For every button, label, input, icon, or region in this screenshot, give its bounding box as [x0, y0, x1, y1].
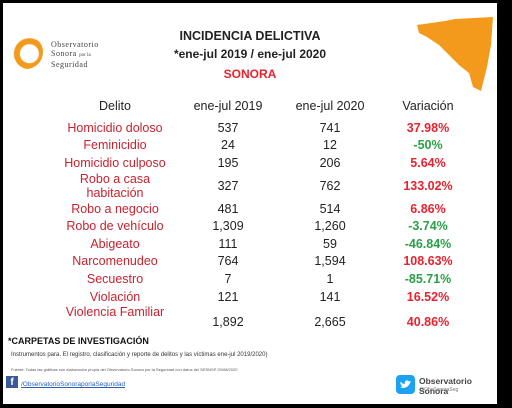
- crime-label: Robo a negocio: [71, 201, 159, 216]
- sonora-map-icon: [417, 17, 493, 91]
- twitter-icon[interactable]: [396, 375, 415, 394]
- change-value: -3.74%: [408, 219, 448, 234]
- crime-label: Abigeato: [90, 236, 140, 251]
- table-row: Robo a casa habitación 327 762 133.02%: [51, 172, 473, 200]
- table-row: Violencia Familiar 1,892 2,665 40.86%: [51, 305, 473, 329]
- table-row: Narcomenudeo 764 1,594 108.63%: [51, 253, 473, 271]
- change-value: -50%: [413, 138, 443, 153]
- change-value: 37.98%: [406, 120, 450, 135]
- table-row: Feminicidio 24 12 -50%: [51, 137, 473, 155]
- value-2019: 195: [217, 155, 239, 170]
- crime-label: Feminicidio: [83, 138, 147, 153]
- state-name: SONORA: [223, 67, 277, 81]
- col-header-2019: ene-jul 2019: [193, 99, 263, 113]
- change-value: -85.71%: [404, 271, 452, 286]
- crime-label: Violación: [89, 289, 141, 304]
- change-value: 6.86%: [410, 201, 446, 216]
- change-value: 40.86%: [406, 315, 450, 330]
- value-2019: 481: [217, 201, 239, 216]
- table-row: Robo a negocio 481 514 6.86%: [51, 200, 473, 218]
- value-2020: 1,260: [314, 219, 346, 234]
- value-2020: 514: [319, 201, 341, 216]
- table-header-row: Delito ene-jul 2019 ene-jul 2020 Variaci…: [51, 99, 473, 119]
- table-row: Abigeato 111 59 -46.84%: [51, 235, 473, 253]
- logo-wordmark: Observatorio Sonora por la Seguridad: [51, 40, 99, 69]
- facebook-link[interactable]: /ObservatorioSonoraporlaSeguridad: [21, 381, 126, 388]
- crime-label: Robo a casa habitación: [79, 171, 151, 200]
- col-header-2020: ene-jul 2020: [295, 99, 365, 113]
- table-row: Homicidio culposo 195 206 5.64%: [51, 154, 473, 172]
- value-2019: 537: [217, 120, 239, 135]
- table-row: Secuestro 7 1 -85.71%: [51, 270, 473, 288]
- crime-label: Secuestro: [86, 271, 144, 286]
- change-value: 16.52%: [406, 289, 450, 304]
- value-2020: 141: [319, 289, 341, 304]
- value-2020: 1,594: [314, 254, 346, 269]
- crime-label: Violencia Familiar: [65, 305, 165, 320]
- crime-table: Delito ene-jul 2019 ene-jul 2020 Variaci…: [51, 99, 473, 329]
- value-2019: 121: [217, 289, 239, 304]
- value-2020: 206: [319, 155, 341, 170]
- col-header-change: Variación: [402, 99, 454, 113]
- change-value: 133.02%: [403, 178, 453, 193]
- value-2019: 1,309: [212, 219, 244, 234]
- table-row: Violación 121 141 16.52%: [51, 288, 473, 306]
- change-value: 108.63%: [403, 254, 453, 269]
- value-2019: 7: [224, 271, 232, 286]
- crime-label: Homicidio culposo: [64, 155, 166, 170]
- period-subtitle: *ene-jul 2019 / ene-jul 2020: [173, 47, 327, 61]
- value-2020: 741: [319, 120, 341, 135]
- change-value: 5.64%: [410, 155, 446, 170]
- value-2020: 12: [323, 138, 337, 153]
- value-2020: 762: [319, 178, 341, 193]
- change-value: -46.84%: [404, 236, 452, 251]
- notes-source: Fuente: Todas las gráficas son elaboraci…: [11, 367, 238, 372]
- infographic-card: Observatorio Sonora por la Seguridad INC…: [3, 3, 497, 404]
- crime-label: Narcomenudeo: [72, 254, 158, 269]
- value-2019: 764: [217, 254, 239, 269]
- notes-instruments: Instrumentos para. El registro, clasific…: [11, 352, 268, 358]
- col-header-crime: Delito: [99, 99, 131, 113]
- value-2020: 2,665: [314, 315, 346, 330]
- logo-ring-icon: [9, 35, 43, 69]
- notes-title: *CARPETAS DE INVESTIGACIÓN: [8, 336, 149, 346]
- value-2020: 59: [323, 236, 337, 251]
- table-row: Robo de vehículo 1,309 1,260 -3.74%: [51, 217, 473, 235]
- observatorio-logo: Observatorio Sonora por la Seguridad: [9, 33, 129, 83]
- twitter-handle[interactable]: @ObsSonoraSeg: [419, 387, 459, 393]
- crime-label: Robo de vehículo: [66, 219, 164, 234]
- value-2019: 24: [221, 138, 235, 153]
- value-2019: 111: [218, 236, 238, 251]
- facebook-icon[interactable]: f: [6, 376, 18, 388]
- twitter-account-name[interactable]: Observatorio Sonora: [419, 376, 472, 396]
- value-2020: 1: [326, 271, 334, 286]
- table-row: Homicidio doloso 537 741 37.98%: [51, 119, 473, 137]
- value-2019: 327: [217, 178, 239, 193]
- value-2019: 1,892: [212, 315, 244, 330]
- page-title: INCIDENCIA DELICTIVA: [179, 29, 321, 43]
- crime-label: Homicidio doloso: [67, 120, 163, 135]
